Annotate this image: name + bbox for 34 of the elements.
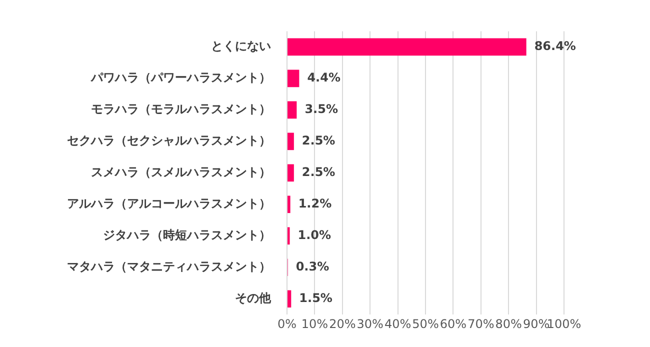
- data-label: 0.3%: [296, 259, 330, 274]
- y-tick-label: とくにない: [211, 39, 271, 54]
- data-label: 4.4%: [307, 70, 340, 85]
- data-label: 3.5%: [304, 102, 338, 116]
- x-tick-label: 50%: [412, 316, 439, 331]
- bar: [288, 101, 297, 119]
- y-tick-label: セクハラ（セクシャルハラスメント）: [67, 134, 271, 148]
- bar: [288, 38, 526, 56]
- y-tick-label: モラハラ（モラルハラスメント）: [91, 102, 271, 116]
- bar: [288, 290, 292, 308]
- y-tick-label: ジタハラ（時短ハラスメント）: [103, 228, 271, 242]
- data-label: 1.2%: [298, 196, 332, 211]
- data-label: 1.0%: [298, 228, 332, 242]
- bar: [288, 132, 294, 150]
- bar: [288, 196, 290, 214]
- data-label: 2.5%: [302, 165, 336, 180]
- y-tick-label: パワハラ（パワーハラスメント）: [90, 70, 271, 85]
- y-tick-label: アルハラ（アルコールハラスメント）: [67, 196, 271, 211]
- y-tick-label: その他: [235, 290, 272, 305]
- x-tick-label: 80%: [495, 316, 522, 331]
- data-label: 86.4%: [534, 39, 576, 54]
- x-tick-label: 70%: [468, 316, 494, 331]
- y-tick-label: スメハラ（スメルハラスメント）: [91, 165, 271, 180]
- x-tick-label: 10%: [301, 316, 328, 331]
- y-tick-label: マタハラ（マタニティハラスメント）: [67, 259, 271, 274]
- bar: [288, 164, 294, 182]
- x-tick-label: 0%: [277, 316, 297, 331]
- data-label: 2.5%: [302, 134, 336, 148]
- x-tick-label: 40%: [384, 316, 412, 331]
- x-tick-label: 60%: [440, 316, 467, 331]
- x-tick-label: 30%: [356, 316, 384, 331]
- x-tick-label: 20%: [329, 316, 356, 331]
- bar: [288, 70, 300, 88]
- data-label: 1.5%: [299, 290, 332, 305]
